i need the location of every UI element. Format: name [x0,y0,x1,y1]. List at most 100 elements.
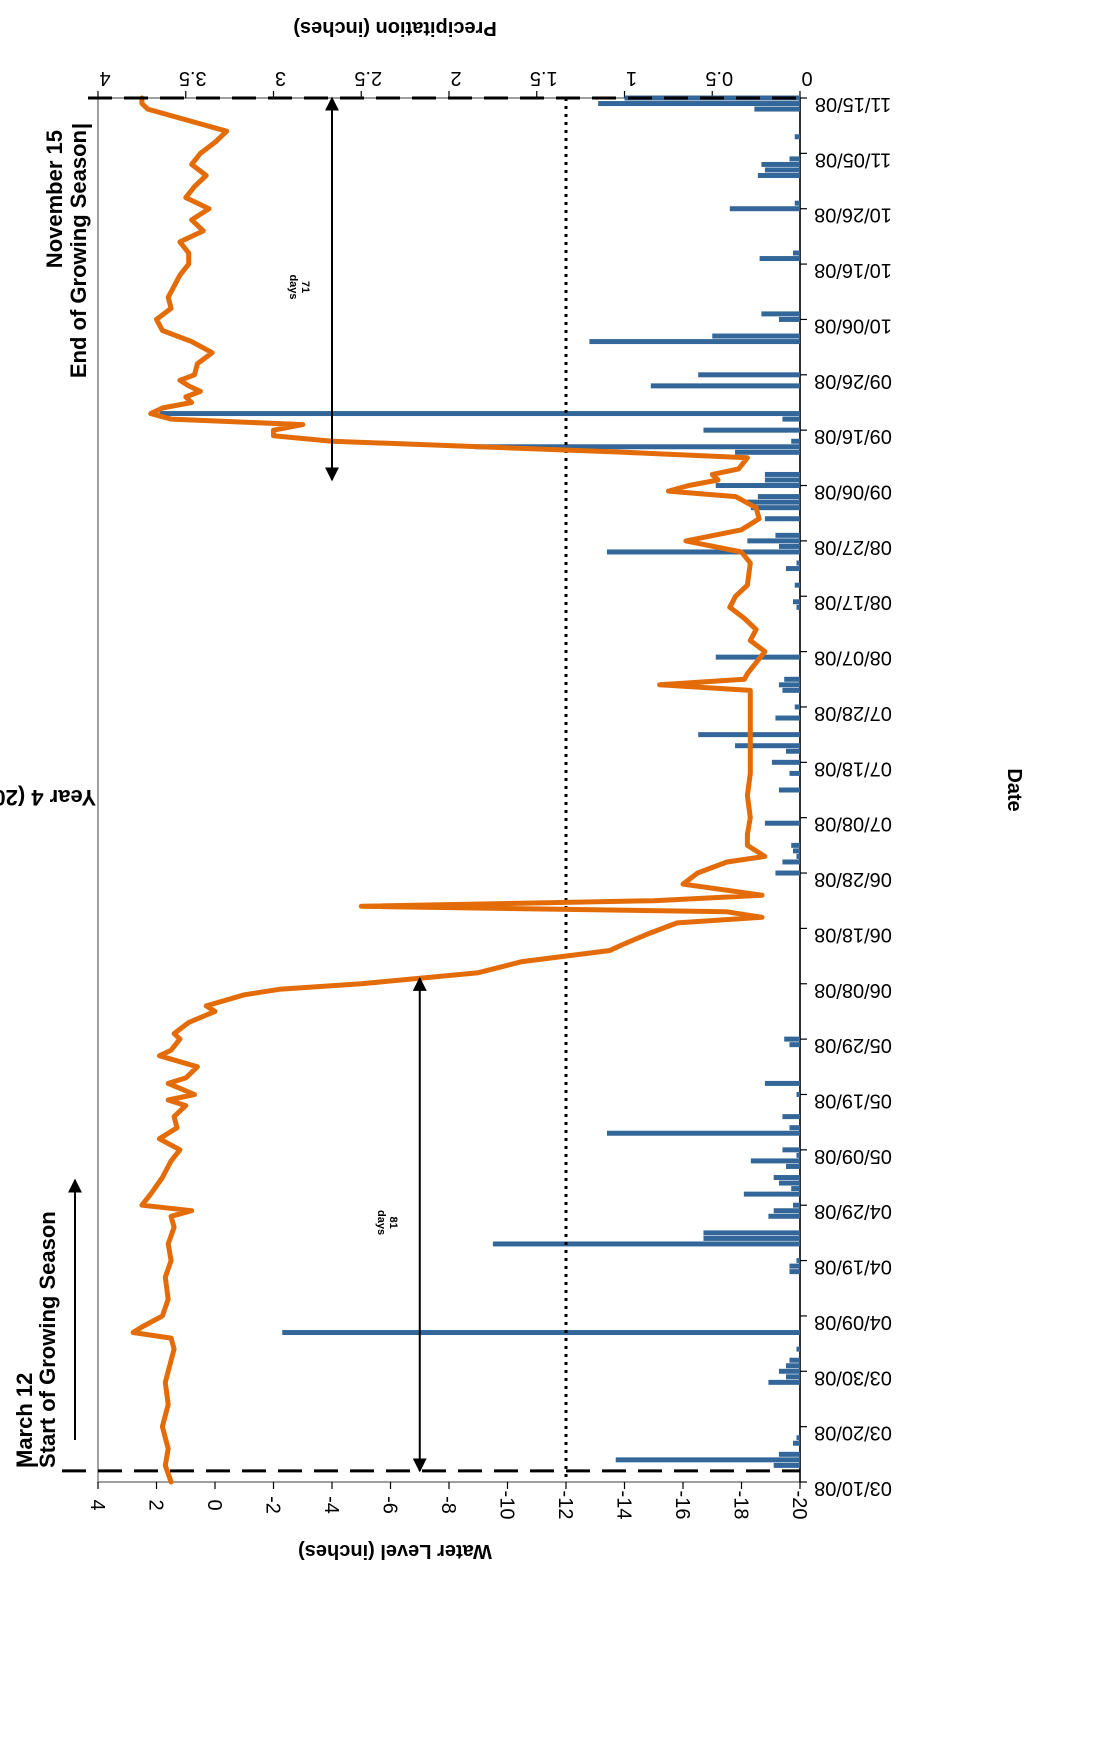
precip-tick-label: 2.5 [354,67,382,89]
water-level-tick-label: -20 [788,1491,810,1520]
precip-tick-label: 2 [450,67,461,89]
precipitation-bar [796,1091,800,1097]
precipitation-bar [796,1435,800,1441]
precipitation-bar [768,1379,800,1385]
precipitation-bar [747,538,800,544]
precipitation-bar [796,1152,800,1158]
precipitation-bar [598,101,800,107]
precipitation-bar [778,1451,800,1457]
date-tick-label: 05/19/08 [814,1089,892,1111]
precipitation-bar [792,599,800,605]
water-level-tick-label: -12 [554,1491,576,1520]
date-ticks: 03/10/08 03/20/08 03/30/08 04/09/08 04/19/08… [800,93,892,1499]
chart-title: Year 4 (2008) Data [0,785,96,810]
precipitation-bar [791,1186,800,1192]
precipitation-bar [785,1163,800,1169]
span2-unit: days [287,274,299,299]
precipitation-bar [606,549,800,555]
date-tick-label: 06/28/08 [814,868,892,890]
precipitation-bar [589,339,800,345]
precipitation-bar [698,372,800,378]
precipitation-bar [778,787,800,793]
precipitation-bar [743,1191,800,1197]
precipitation-bar [796,1346,800,1352]
precipitation-bar [792,848,800,854]
precipitation-bar [784,1036,800,1042]
precipitation-bar [782,859,800,865]
water-level-tick-label: -14 [613,1491,635,1520]
precipitation-bar [778,316,800,322]
precipitation-bar [757,173,800,178]
precipitation-bar [773,1175,800,1181]
date-tick-label: 05/09/08 [814,1145,892,1167]
precip-ticks: 4 3.5 3 2.5 2 1.5 1 0.5 0 [97,67,813,98]
plot-frame [97,97,801,1483]
precipitation-bar [778,1368,800,1374]
water-level-tick-label: -18 [730,1491,752,1520]
water-level-tick-label: -16 [671,1491,693,1520]
precipitation-bar [703,1235,800,1241]
water-level-tick-label: -6 [379,1496,401,1514]
precipitation-bar [789,1263,800,1269]
precipitation-bar [764,471,800,477]
precipitation-bar [773,1462,800,1468]
precipitation-bar [796,1258,800,1264]
precipitation-bar [778,682,800,688]
date-tick-label: 03/20/08 [814,1422,892,1444]
water-level-line [130,95,768,1485]
precipitation-bar [789,770,800,776]
precip-tick-label: 4 [99,67,110,89]
span1-unit: days [375,1210,387,1235]
precipitation-bar [791,438,800,444]
start-annotation-line2: Start of Growing Season [35,1211,60,1468]
precipitation-bar [606,1130,800,1136]
precipitation-bar [759,256,800,262]
date-tick-label: 10/16/08 [814,259,892,281]
precipitation-bar [794,200,800,206]
water-level-tick-label: -8 [437,1496,459,1514]
precipitation-bar [764,167,800,173]
precipitation-bar [764,516,800,522]
water-level-ticks: 4 2 0 -2 -4 -6 -8 -10 -12 -14 -16 -18 -20 [86,1482,810,1519]
precipitation-bar [796,560,800,566]
precip-tick-label: 3 [275,67,286,89]
date-tick-label: 08/07/08 [814,647,892,669]
date-tick-label: 07/18/08 [814,757,892,779]
precipitation-bar [792,250,800,256]
precipitation-bar [475,444,800,450]
precipitation-bar [794,582,800,588]
end-annotation-line2: End of Growing Season [66,130,91,378]
date-tick-label: 10/06/08 [814,314,892,336]
date-tick-label: 10/26/08 [814,204,892,226]
date-tick-label: 07/28/08 [814,702,892,724]
precipitation-bar [794,134,800,140]
precip-tick-label: 0.5 [705,67,733,89]
precipitation-bar [159,411,801,417]
precipitation-bar [778,1180,800,1186]
precipitation-bar [785,566,800,572]
precipitation-bar [789,1269,800,1275]
date-tick-label: 03/30/08 [814,1366,892,1388]
precipitation-bar [712,333,800,339]
precip-tick-label: 1.5 [530,67,558,89]
precipitation-bar [782,687,800,693]
precipitation-bar [703,1230,800,1236]
precipitation-bar [785,1374,800,1380]
date-tick-label: 09/16/08 [814,425,892,447]
precipitation-bar [615,1457,800,1463]
precipitation-bar [754,106,800,112]
precip-tick-label: 1 [626,67,637,89]
precipitation-bar [761,311,800,317]
precipitation-bar [750,1158,800,1164]
precipitation-bar [282,1330,800,1336]
date-tick-label: 11/05/08 [815,148,891,170]
precipitation-bar [764,1080,800,1086]
end-annotation-line1: November 15 [42,130,67,268]
date-tick-label: 06/08/08 [814,979,892,1001]
precipitation-bar [794,704,800,710]
precipitation-bar [650,383,800,389]
precipitation-series [159,95,801,1468]
precipitation-bar [747,499,800,505]
date-tick-label: 07/08/08 [814,813,892,835]
water-level-tick-label: -10 [496,1491,518,1520]
